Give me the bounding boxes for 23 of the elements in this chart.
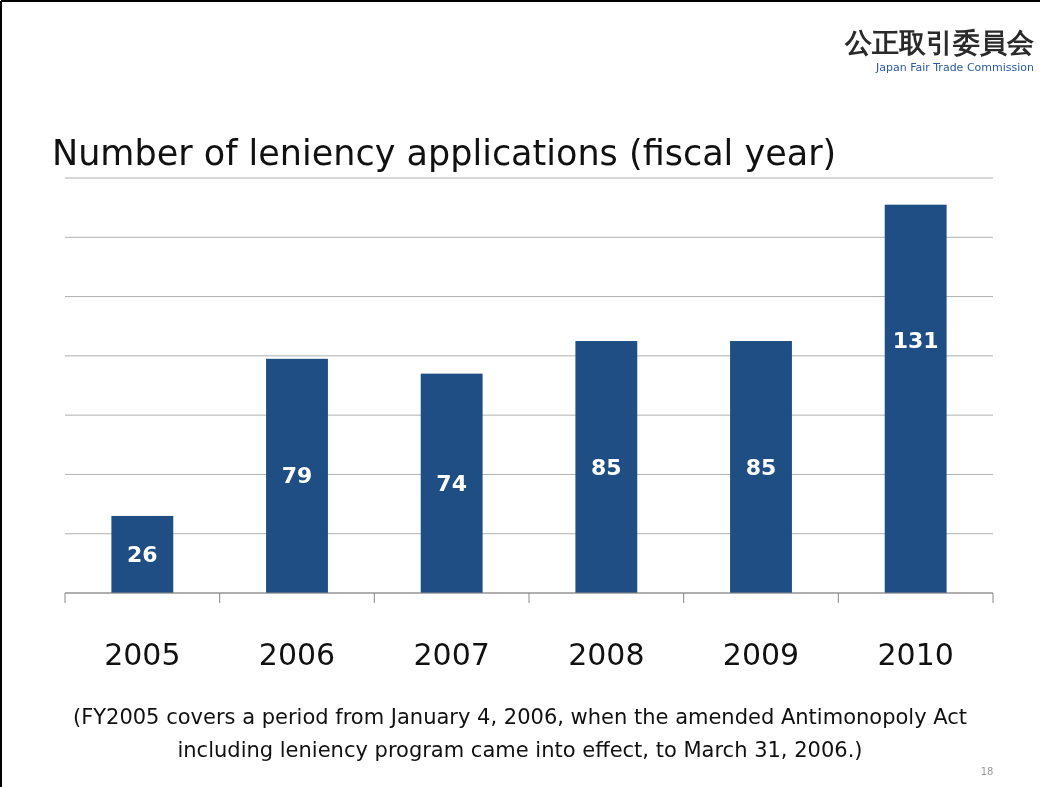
data-label: 79 (281, 463, 313, 489)
x-tick-label: 2008 (568, 637, 645, 672)
data-label: 26 (127, 541, 158, 567)
x-tick-label: 2006 (258, 637, 336, 672)
text: (FY2005 covers a period from January 4, 2006, when the amended Antimonopoly Act including leniency program came into effect, to March 31, 2006.) (72, 705, 968, 762)
text: 18 (980, 766, 994, 777)
data-label: 131 (892, 328, 939, 354)
chart-title: Number of leniency applications (fiscal year) (52, 133, 837, 173)
bar (111, 515, 174, 593)
x-tick-label: 2007 (413, 637, 490, 672)
x-tick-label: 2009 (722, 637, 800, 672)
x-tick-label: 2010 (877, 637, 954, 672)
text: 公正取引委員会 (844, 27, 1034, 58)
bar (266, 358, 328, 593)
bar (730, 341, 792, 593)
data-label: 85 (591, 454, 622, 480)
x-tick-label: 2005 (104, 637, 181, 672)
text: Japan Fair Trade Commission (874, 61, 1035, 74)
bar (575, 341, 638, 593)
data-label: 85 (745, 454, 777, 480)
bar (884, 204, 947, 593)
bar (420, 373, 483, 593)
data-label: 74 (436, 470, 467, 496)
